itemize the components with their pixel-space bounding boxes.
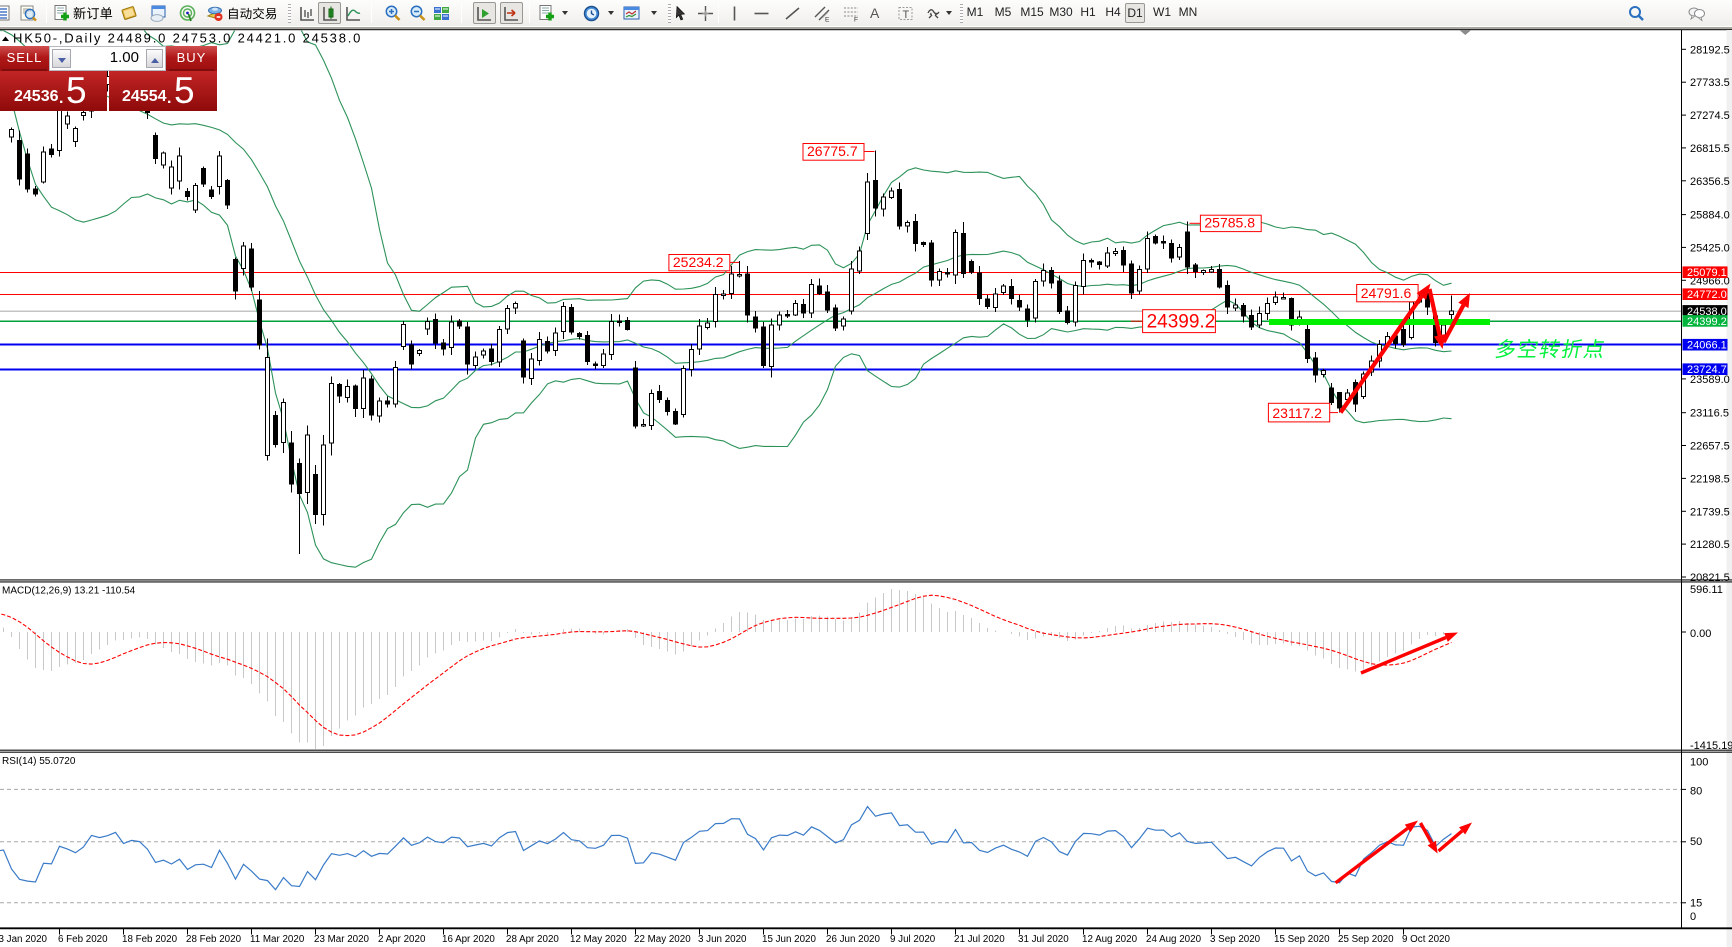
svg-text:16 Apr 2020: 16 Apr 2020 <box>442 934 495 945</box>
svg-text:24399.2: 24399.2 <box>1147 312 1216 333</box>
svg-text:25234.2: 25234.2 <box>673 254 724 270</box>
svg-text:18 Feb 2020: 18 Feb 2020 <box>122 934 178 945</box>
svg-text:21 Jul 2020: 21 Jul 2020 <box>954 934 1005 945</box>
svg-text:24 Aug 2020: 24 Aug 2020 <box>1146 934 1202 945</box>
svg-text:3 Sep 2020: 3 Sep 2020 <box>1210 934 1261 945</box>
svg-text:24538.0: 24538.0 <box>1687 306 1727 318</box>
svg-text:26356.5: 26356.5 <box>1690 176 1730 188</box>
svg-text:15: 15 <box>1690 897 1702 909</box>
svg-text:22198.5: 22198.5 <box>1690 473 1730 485</box>
svg-text:21280.5: 21280.5 <box>1690 539 1730 551</box>
svg-text:100: 100 <box>1690 756 1708 768</box>
svg-text:23 Mar 2020: 23 Mar 2020 <box>314 934 370 945</box>
svg-text:0: 0 <box>1690 911 1696 923</box>
svg-text:23116.5: 23116.5 <box>1690 408 1729 420</box>
svg-text:26775.7: 26775.7 <box>807 143 858 159</box>
svg-text:80: 80 <box>1690 786 1702 798</box>
svg-text:E: E <box>825 17 830 23</box>
svg-text:9 Oct 2020: 9 Oct 2020 <box>1402 934 1450 945</box>
svg-text:T: T <box>903 9 910 21</box>
svg-text:3 Jun 2020: 3 Jun 2020 <box>698 934 747 945</box>
svg-text:23724.7: 23724.7 <box>1687 364 1727 376</box>
svg-text:50: 50 <box>1690 836 1702 848</box>
svg-text:0.00: 0.00 <box>1690 628 1711 640</box>
svg-text:25079.1: 25079.1 <box>1687 267 1727 279</box>
svg-text:28192.5: 28192.5 <box>1690 44 1730 56</box>
svg-text:27274.5: 27274.5 <box>1690 110 1730 122</box>
svg-text:-1415.19: -1415.19 <box>1690 740 1732 752</box>
svg-text:6 Feb 2020: 6 Feb 2020 <box>58 934 108 945</box>
svg-text:24791.6: 24791.6 <box>1361 285 1412 301</box>
svg-text:24066.1: 24066.1 <box>1687 340 1727 352</box>
svg-text:25785.8: 25785.8 <box>1204 215 1255 231</box>
svg-text:20821.5: 20821.5 <box>1690 572 1730 584</box>
svg-text:25 Sep 2020: 25 Sep 2020 <box>1338 934 1394 945</box>
svg-text:23589.0: 23589.0 <box>1690 374 1730 386</box>
svg-text:596.11: 596.11 <box>1690 584 1723 596</box>
svg-text:24772.0: 24772.0 <box>1687 289 1727 301</box>
svg-text:12 May 2020: 12 May 2020 <box>570 934 627 945</box>
svg-text:31 Jul 2020: 31 Jul 2020 <box>1018 934 1069 945</box>
svg-text:25425.0: 25425.0 <box>1690 242 1730 254</box>
svg-text:F: F <box>854 17 858 23</box>
svg-text:22657.5: 22657.5 <box>1690 441 1730 453</box>
svg-text:3 Jan 2020: 3 Jan 2020 <box>0 934 48 945</box>
svg-text:26 Jun 2020: 26 Jun 2020 <box>826 934 880 945</box>
svg-text:28 Feb 2020: 28 Feb 2020 <box>186 934 242 945</box>
svg-text:2 Apr 2020: 2 Apr 2020 <box>378 934 426 945</box>
svg-text:15 Jun 2020: 15 Jun 2020 <box>762 934 816 945</box>
svg-text:RSI(14) 55.0720: RSI(14) 55.0720 <box>2 756 76 767</box>
svg-text:23117.2: 23117.2 <box>1272 405 1322 421</box>
svg-text:HK50-,Daily 24489.0 24753.0 2: HK50-,Daily 24489.0 24753.0 24421.0 2453… <box>13 31 362 46</box>
svg-text:24966.0: 24966.0 <box>1690 275 1730 287</box>
svg-text:28 Apr 2020: 28 Apr 2020 <box>506 934 559 945</box>
svg-text:MACD(12,26,9) 13.21 -110.54: MACD(12,26,9) 13.21 -110.54 <box>2 586 136 597</box>
svg-text:9 Jul 2020: 9 Jul 2020 <box>890 934 936 945</box>
svg-text:11 Mar 2020: 11 Mar 2020 <box>250 934 305 945</box>
svg-text:12 Aug 2020: 12 Aug 2020 <box>1082 934 1138 945</box>
svg-text:24399.2: 24399.2 <box>1687 316 1727 328</box>
svg-text:25884.0: 25884.0 <box>1690 210 1730 222</box>
svg-text:15 Sep 2020: 15 Sep 2020 <box>1274 934 1330 945</box>
svg-text:27733.5: 27733.5 <box>1690 77 1730 89</box>
svg-text:26815.5: 26815.5 <box>1690 143 1730 155</box>
svg-text:22 May 2020: 22 May 2020 <box>634 934 691 945</box>
svg-text:21739.5: 21739.5 <box>1690 506 1730 518</box>
